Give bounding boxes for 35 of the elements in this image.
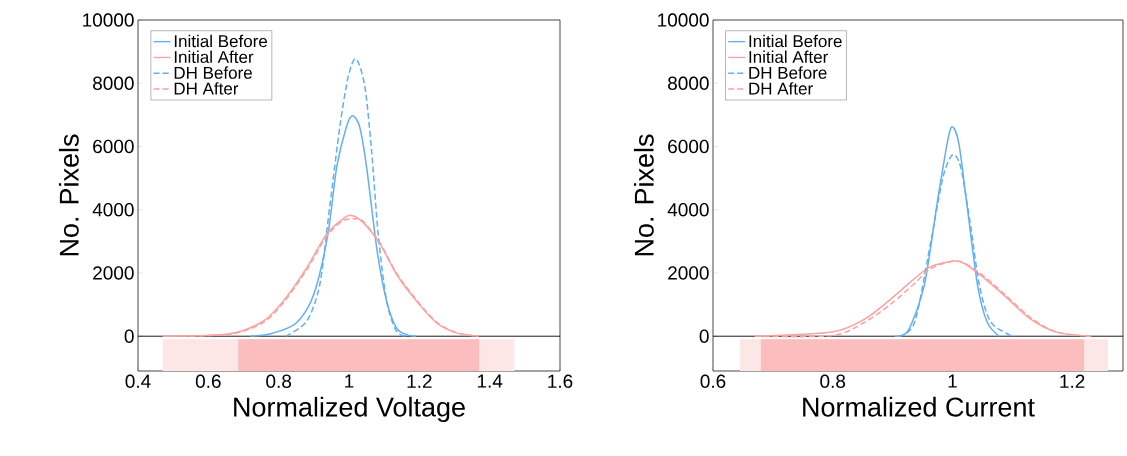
x-tick-label: 0.4 <box>125 374 151 388</box>
x-tick-label: 1.6 <box>548 374 573 388</box>
x-tick-label: 0.8 <box>820 374 846 388</box>
x-axis-title: Normalized Current <box>803 396 1035 417</box>
legend-label: DH After <box>749 82 813 95</box>
legend-label: DH Before <box>749 66 827 79</box>
legend-label: DH Before <box>174 66 252 79</box>
legend-label: Initial Before <box>174 34 268 48</box>
x-tick-label: 1.2 <box>407 374 432 388</box>
y-tick-label: 0 <box>124 329 134 343</box>
y-tick-label: 8000 <box>93 76 134 90</box>
x-axis-title: Normalized Voltage <box>234 396 465 423</box>
legend-label: Initial Before <box>749 34 842 48</box>
y-tick-label: 6000 <box>668 139 709 154</box>
legend-label: Initial After <box>174 50 254 64</box>
y-tick-label: 8000 <box>668 76 709 90</box>
y-tick-label: 4000 <box>667 203 709 217</box>
x-tick-label: 0.6 <box>700 374 726 388</box>
y-tick-label: 0 <box>699 329 709 343</box>
x-tick-label: 1.4 <box>477 374 503 388</box>
y-tick-label: 10000 <box>658 13 709 27</box>
x-tick-label: 1 <box>345 374 354 388</box>
x-tick-label: 0.6 <box>195 374 221 388</box>
legend-label: Initial After <box>749 50 828 64</box>
y-axis-title: No. Pixels <box>633 134 654 256</box>
legend-label: DH After <box>174 82 239 95</box>
y-axis-title: No. Pixels <box>58 134 79 256</box>
y-tick-label: 2000 <box>668 266 709 280</box>
y-tick-label: 4000 <box>92 203 134 217</box>
y-tick-label: 2000 <box>93 266 134 280</box>
y-tick-label: 10000 <box>83 13 134 27</box>
x-tick-label: 1.2 <box>1060 374 1085 388</box>
x-tick-label: 0.8 <box>266 374 292 388</box>
y-tick-label: 6000 <box>93 139 134 154</box>
x-tick-label: 1 <box>948 374 957 388</box>
